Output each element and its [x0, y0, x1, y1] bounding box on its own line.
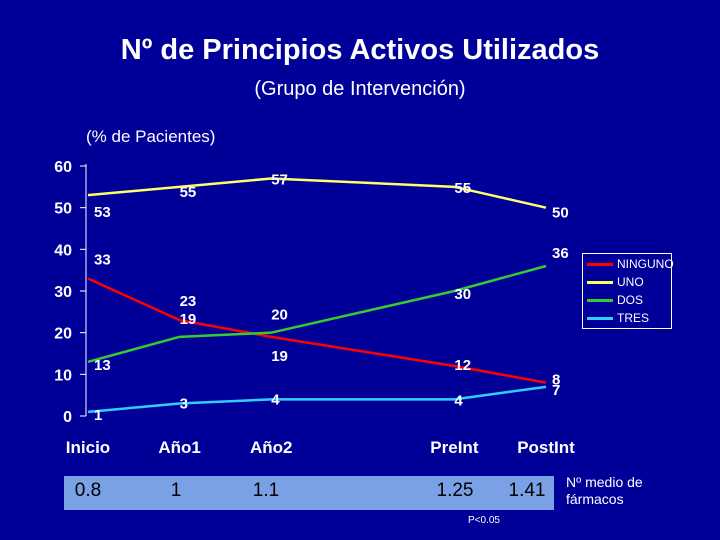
y-tick-label: 20 [54, 326, 72, 343]
chart-subtitle: (Grupo de Intervención) [254, 78, 466, 100]
data-label-tres: 3 [180, 396, 188, 413]
legend-item-tres: TRES [587, 310, 649, 326]
data-label-uno: 57 [271, 172, 288, 189]
legend-label-uno: UNO [617, 275, 644, 289]
series-line-ninguno [87, 277, 547, 384]
legend-swatch-ninguno [587, 262, 613, 266]
chart-title: Nº de Principios Activos Utilizados [120, 34, 600, 66]
mean-drugs-row: 0.8 1 1.1 1.25 1.41 [0, 480, 720, 510]
y-tick-label: 60 [54, 159, 72, 176]
mean-drugs-bar [64, 476, 554, 510]
data-label-uno: 50 [552, 205, 569, 222]
series-line-dos [87, 264, 547, 364]
legend-label-ninguno: NINGUNO [617, 257, 674, 271]
data-label-dos: 19 [180, 311, 197, 328]
mean-value-ano2: 1.1 [252, 480, 280, 501]
mean-value-inicio: 0.8 [74, 480, 102, 501]
legend-item-uno: UNO [587, 274, 644, 290]
data-label-dos: 36 [552, 245, 569, 262]
y-tick-label: 10 [54, 367, 72, 384]
data-label-ninguno: 23 [180, 293, 197, 310]
x-tick-label: PostInt [517, 438, 575, 457]
legend-item-ninguno: NINGUNO [587, 256, 674, 272]
mean-value-ano1: 1 [170, 480, 182, 501]
data-label-tres: 1 [94, 407, 102, 424]
legend-swatch-tres [587, 316, 613, 320]
data-label-tres: 4 [271, 391, 280, 408]
data-label-ninguno: 33 [94, 252, 111, 269]
x-tick-label: Inicio [66, 438, 110, 457]
mean-drugs-label: Nº medio de fármacos [566, 474, 643, 507]
data-label-uno: 53 [94, 204, 111, 221]
y-tick-label: 30 [54, 284, 72, 301]
y-axis-label: (% de Pacientes) [86, 127, 216, 146]
series-line-tres [87, 385, 547, 414]
data-label-dos: 13 [94, 357, 111, 374]
x-tick-label: Año1 [158, 438, 201, 457]
mean-value-preint: 1.25 [436, 480, 474, 501]
data-label-dos: 30 [454, 286, 471, 303]
legend-label-dos: DOS [617, 293, 644, 307]
data-label-ninguno: 19 [271, 348, 288, 365]
x-tick-label: Año2 [250, 438, 293, 457]
legend-swatch-dos [587, 298, 613, 302]
y-tick-label: 0 [63, 409, 72, 426]
data-label-tres: 7 [552, 382, 560, 399]
data-label-uno: 55 [180, 184, 197, 201]
y-tick-label: 40 [54, 242, 72, 259]
x-tick-label: PreInt [430, 438, 479, 457]
p-value-note: P<0.05 [468, 515, 500, 526]
legend-item-dos: DOS [587, 292, 643, 308]
legend-label-tres: TRES [617, 311, 650, 325]
data-label-uno: 55 [454, 180, 471, 197]
y-tick-label: 50 [54, 201, 72, 218]
data-label-dos: 20 [271, 307, 288, 324]
data-label-ninguno: 8 [552, 372, 560, 389]
series-line-uno [87, 177, 547, 209]
data-label-ninguno: 12 [454, 357, 471, 374]
mean-value-postint: 1.41 [508, 480, 546, 501]
data-label-tres: 4 [454, 392, 463, 409]
legend-swatch-uno [587, 280, 613, 284]
chart-legend: NINGUNO UNO DOS TRES [582, 253, 674, 329]
